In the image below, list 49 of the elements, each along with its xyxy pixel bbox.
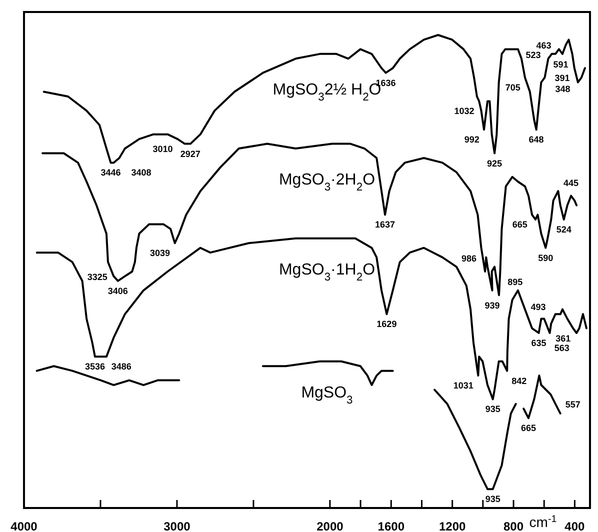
x-tick-label: 3000 — [164, 520, 191, 532]
x-tick-label: 2000 — [316, 520, 344, 532]
annotation: 992 — [464, 134, 480, 145]
annotation: 3408 — [131, 168, 152, 178]
annotation: 591 — [553, 60, 568, 70]
annotation: 557 — [565, 399, 580, 410]
x-tick-label: 1600 — [378, 520, 405, 532]
annotation: 935 — [485, 494, 500, 504]
annotation: 895 — [508, 277, 523, 288]
annotation: 524 — [556, 224, 572, 234]
annotation: 3325 — [87, 272, 108, 282]
x-tick-label: 1200 — [438, 520, 466, 532]
series-label: MgSO$_{3}$·1H$_{2}$O — [278, 261, 376, 284]
annotation: 3446 — [100, 168, 121, 178]
annotation: 523 — [526, 50, 541, 60]
annotation: 665 — [512, 220, 528, 230]
annotation: 391 — [554, 73, 570, 84]
annotation: 1031 — [453, 380, 474, 391]
annotation: 493 — [530, 302, 546, 312]
annotation: 3486 — [111, 362, 132, 372]
x-tick-label: 800 — [504, 520, 524, 532]
annotation: 1637 — [375, 220, 396, 230]
annotation: 648 — [528, 134, 544, 145]
annotation: 361 — [556, 333, 571, 344]
series-label: MgSO$_{3}$ — [301, 384, 353, 406]
annotation: 348 — [555, 84, 570, 94]
annotation: 2927 — [180, 148, 200, 159]
annotation: 705 — [505, 82, 520, 93]
annotation: 939 — [484, 300, 500, 310]
annotation: 3406 — [108, 286, 128, 296]
annotation: 590 — [538, 252, 554, 263]
x-tick-label: 4000 — [10, 520, 38, 532]
annotation: 665 — [520, 423, 536, 434]
series-label: MgSO$_{3}$·2H$_{2}$O — [278, 172, 376, 194]
annotation: 445 — [564, 178, 579, 188]
annotation: 3536 — [84, 362, 105, 372]
annotation: 563 — [554, 342, 570, 353]
annotation: 925 — [487, 158, 502, 168]
x-axis-title: cm$^{-1}$ — [529, 514, 557, 530]
annotation: 986 — [461, 254, 476, 264]
annotation: 463 — [536, 40, 552, 50]
annotation: 935 — [485, 404, 500, 414]
annotation: 3039 — [150, 248, 170, 258]
annotation: 1629 — [376, 319, 397, 330]
x-tick-label: 400 — [564, 520, 586, 532]
annotation: 3010 — [152, 144, 173, 154]
annotation: 1032 — [454, 106, 474, 116]
annotation: 635 — [531, 338, 546, 348]
annotation: 842 — [512, 376, 527, 386]
